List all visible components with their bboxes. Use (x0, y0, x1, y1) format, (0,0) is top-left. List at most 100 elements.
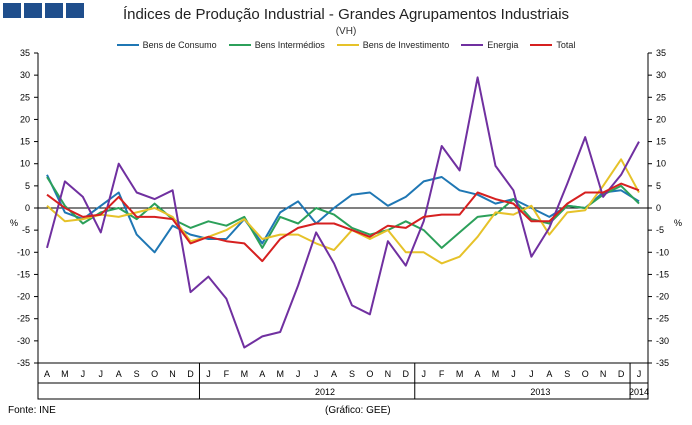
x-tick-label: J (99, 369, 104, 379)
legend-swatch (228, 44, 251, 46)
x-tick-label: A (546, 369, 552, 379)
chart-legend: Bens de Consumo Bens Intermédios Bens de I… (0, 40, 692, 50)
y-tick-label-left: -15 (17, 269, 30, 279)
y-tick-label-right: 20 (656, 114, 666, 124)
legend-swatch (530, 44, 553, 46)
y-tick-label-right: 0 (656, 203, 661, 213)
x-tick-label: N (385, 369, 392, 379)
y-tick-label-right: -10 (656, 247, 669, 257)
x-tick-label: N (169, 369, 176, 379)
legend-item: Bens Intermédios (228, 40, 325, 50)
x-tick-label: J (529, 369, 534, 379)
y-tick-label-right: -25 (656, 314, 669, 324)
logo-block-1 (3, 3, 21, 18)
y-axis-label-right: % (674, 218, 682, 228)
legend-label: Bens de Investimento (362, 40, 450, 50)
x-tick-label: J (511, 369, 516, 379)
x-tick-label: A (475, 369, 481, 379)
x-axis-box (37, 362, 649, 400)
y-tick-label-right: 25 (656, 92, 666, 102)
series-line-bens-de-investimento (46, 158, 640, 265)
x-tick-label: D (403, 369, 410, 379)
logo-block-3 (45, 3, 63, 18)
y-tick-label-right: 30 (656, 70, 666, 80)
legend-swatch (461, 44, 484, 46)
chart-title: Índices de Produção Industrial - Grandes… (122, 6, 570, 23)
credit-note: (Gráfico: GEE) (325, 405, 391, 416)
source-note: Fonte: INE (8, 405, 56, 416)
legend-label: Energia (487, 40, 519, 50)
year-label: 2014 (629, 387, 649, 397)
y-tick-label-right: 10 (656, 159, 666, 169)
series-line-energia (46, 76, 640, 349)
y-tick-label-right: -30 (656, 336, 669, 346)
logo-block-4 (66, 3, 84, 18)
y-tick-label-left: 20 (20, 114, 30, 124)
x-tick-label: F (224, 369, 230, 379)
y-tick-label-right: -15 (656, 269, 669, 279)
x-tick-label: J (314, 369, 319, 379)
x-tick-label: J (421, 369, 426, 379)
x-tick-label: J (296, 369, 301, 379)
y-tick-label-left: 30 (20, 70, 30, 80)
x-tick-label: O (366, 369, 373, 379)
y-tick-label-right: 35 (656, 48, 666, 58)
x-tick-label: D (187, 369, 194, 379)
y-tick-label-left: -10 (17, 247, 30, 257)
y-tick-label-left: 10 (20, 159, 30, 169)
x-tick-label: O (151, 369, 158, 379)
legend-swatch (116, 44, 139, 46)
chart-subtitle: (VH) (335, 26, 357, 37)
legend-item: Energia (461, 40, 518, 50)
x-tick-label: F (439, 369, 445, 379)
legend-label: Bens Intermédios (254, 40, 325, 50)
legend-swatch (336, 44, 359, 46)
y-tick-label-left: -20 (17, 292, 30, 302)
year-label: 2013 (530, 387, 550, 397)
year-label: 2012 (315, 387, 335, 397)
y-tick-label-right: -35 (656, 358, 669, 368)
x-tick-label: J (81, 369, 86, 379)
x-tick-label: M (61, 369, 69, 379)
y-tick-label-left: 0 (25, 203, 30, 213)
x-tick-label: N (600, 369, 607, 379)
x-tick-label: J (637, 369, 642, 379)
y-tick-label-left: 5 (25, 181, 30, 191)
y-tick-label-right: -5 (656, 225, 664, 235)
y-tick-label-right: 5 (656, 181, 661, 191)
logo-block-2 (24, 3, 42, 18)
y-axis-label-left: % (10, 218, 18, 228)
x-tick-label: D (618, 369, 625, 379)
x-tick-label: O (582, 369, 589, 379)
x-tick-label: A (259, 369, 265, 379)
legend-item: Bens de Investimento (336, 40, 450, 50)
y-tick-label-left: 35 (20, 48, 30, 58)
x-tick-label: S (134, 369, 140, 379)
legend-label: Total (556, 40, 576, 50)
legend-item: Bens de Consumo (116, 40, 217, 50)
x-tick-label: J (206, 369, 211, 379)
series-line-bens-de-consumo (46, 174, 640, 254)
y-tick-label-left: -5 (22, 225, 30, 235)
y-tick-label-left: -30 (17, 336, 30, 346)
x-tick-label: M (456, 369, 464, 379)
x-tick-label: M (241, 369, 249, 379)
x-tick-label: M (276, 369, 284, 379)
y-tick-label-right: -20 (656, 292, 669, 302)
x-tick-label: S (564, 369, 570, 379)
x-tick-label: M (492, 369, 500, 379)
legend-item: Total (530, 40, 575, 50)
y-tick-label-right: 15 (656, 137, 666, 147)
x-tick-label: A (116, 369, 122, 379)
x-tick-label: A (44, 369, 50, 379)
y-tick-label-left: 15 (20, 137, 30, 147)
x-tick-label: A (331, 369, 337, 379)
x-tick-label: S (349, 369, 355, 379)
y-tick-label-left: -35 (17, 358, 30, 368)
logo (3, 3, 84, 18)
legend-label: Bens de Consumo (142, 40, 217, 50)
y-tick-label-left: -25 (17, 314, 30, 324)
y-tick-label-left: 25 (20, 92, 30, 102)
series-line-total (46, 182, 640, 263)
